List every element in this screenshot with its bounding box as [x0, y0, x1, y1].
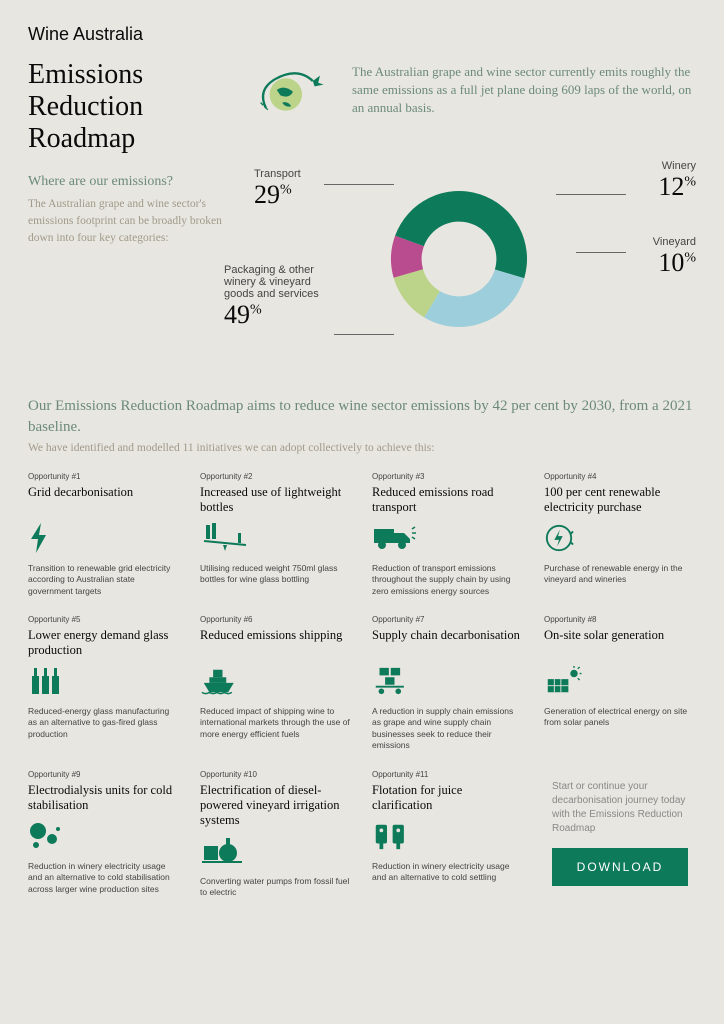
opportunity-card: Opportunity #7 Supply chain decarbonisat…	[372, 615, 524, 752]
opp-num: Opportunity #10	[200, 770, 352, 779]
opp-desc: Generation of electrical energy on site …	[544, 706, 696, 729]
opp-num: Opportunity #9	[28, 770, 180, 779]
opp-num: Opportunity #2	[200, 472, 352, 481]
download-button[interactable]: DOWNLOAD	[552, 848, 688, 886]
opportunity-card: Opportunity #6 Reduced emissions shippin…	[200, 615, 352, 752]
where-heading: Where are our emissions?	[28, 174, 238, 190]
pump-icon	[200, 836, 352, 868]
opp-desc: Transition to renewable grid electricity…	[28, 563, 180, 597]
opp-num: Opportunity #7	[372, 615, 524, 624]
opp-desc: Utilising reduced weight 750ml glass bot…	[200, 563, 352, 586]
opp-title: Lower energy demand glass production	[28, 628, 180, 658]
opp-desc: Reduced-energy glass manufacturing as an…	[28, 706, 180, 740]
solar-icon	[544, 666, 696, 698]
opp-desc: Purchase of renewable energy in the vine…	[544, 563, 696, 586]
opp-desc: Reduced impact of shipping wine to inter…	[200, 706, 352, 740]
globe-icon	[248, 63, 338, 131]
opp-title: 100 per cent renewable electricity purch…	[544, 485, 696, 515]
donut-segment	[424, 269, 524, 326]
opportunity-card: Opportunity #11 Flotation for juice clar…	[372, 770, 524, 899]
opportunity-card: Opportunity #5 Lower energy demand glass…	[28, 615, 180, 752]
seg-val-vineyard: 10	[658, 248, 684, 277]
opp-title: Reduced emissions road transport	[372, 485, 524, 515]
bubbles-icon	[28, 821, 180, 853]
opp-title: On-site solar generation	[544, 628, 696, 658]
opp-desc: Converting water pumps from fossil fuel …	[200, 876, 352, 899]
seg-val-winery: 12	[658, 172, 684, 201]
bolt-circle-icon	[544, 523, 696, 555]
opp-title: Electrification of diesel-powered vineya…	[200, 783, 352, 828]
opportunity-card: Opportunity #3 Reduced emissions road tr…	[372, 472, 524, 597]
seg-label-winery: Winery	[658, 160, 696, 172]
opp-num: Opportunity #1	[28, 472, 180, 481]
opportunity-card: Opportunity #4 100 per cent renewable el…	[544, 472, 696, 597]
opp-desc: A reduction in supply chain emissions as…	[372, 706, 524, 752]
opportunity-card: Opportunity #10 Electrification of diese…	[200, 770, 352, 899]
opp-title: Grid decarbonisation	[28, 485, 180, 515]
opp-title: Reduced emissions shipping	[200, 628, 352, 658]
brand: Wine Australia	[28, 24, 696, 45]
truck-icon	[372, 523, 524, 555]
intro-text: The Australian grape and wine sector cur…	[352, 63, 696, 118]
cta-text: Start or continue your decarbonisation j…	[552, 780, 688, 836]
lead1: Our Emissions Reduction Roadmap aims to …	[28, 396, 696, 438]
opportunity-card: Opportunity #2 Increased use of lightwei…	[200, 472, 352, 597]
opportunity-card: Opportunity #9 Electrodialysis units for…	[28, 770, 180, 899]
bottles-icon	[28, 666, 180, 698]
opp-num: Opportunity #8	[544, 615, 696, 624]
donut-chart: Transport 29% Winery 12% Vineyard 10% Pa…	[254, 174, 696, 374]
seg-val-transport: 29	[254, 180, 280, 209]
where-sub: The Australian grape and wine sector's e…	[28, 196, 238, 248]
tanks-icon	[372, 821, 524, 853]
opp-desc: Reduction of transport emissions through…	[372, 563, 524, 597]
opp-num: Opportunity #5	[28, 615, 180, 624]
opp-desc: Reduction in winery electricity usage an…	[28, 861, 180, 895]
opp-title: Flotation for juice clarification	[372, 783, 524, 813]
ship-icon	[200, 666, 352, 698]
opp-num: Opportunity #11	[372, 770, 524, 779]
seesaw-icon	[200, 523, 352, 555]
opp-num: Opportunity #4	[544, 472, 696, 481]
cta-box: Start or continue your decarbonisation j…	[544, 770, 696, 899]
opp-title: Supply chain decarbonisation	[372, 628, 524, 658]
seg-label-packaging: Packaging & other winery & vineyard good…	[224, 264, 334, 300]
seg-label-vineyard: Vineyard	[653, 236, 696, 248]
opp-desc: Reduction in winery electricity usage an…	[372, 861, 524, 884]
opp-title: Increased use of lightweight bottles	[200, 485, 352, 515]
opp-num: Opportunity #3	[372, 472, 524, 481]
trolley-icon	[372, 666, 524, 698]
seg-label-transport: Transport	[254, 168, 301, 180]
lead2: We have identified and modelled 11 initi…	[28, 442, 696, 454]
bolt-icon	[28, 523, 180, 555]
opportunity-card: Opportunity #8 On-site solar generation …	[544, 615, 696, 752]
seg-val-packaging: 49	[224, 300, 250, 329]
opp-title: Electrodialysis units for cold stabilisa…	[28, 783, 180, 813]
page-title: Emissions Reduction Roadmap	[28, 59, 228, 156]
opp-num: Opportunity #6	[200, 615, 352, 624]
opportunity-card: Opportunity #1 Grid decarbonisation Tran…	[28, 472, 180, 597]
